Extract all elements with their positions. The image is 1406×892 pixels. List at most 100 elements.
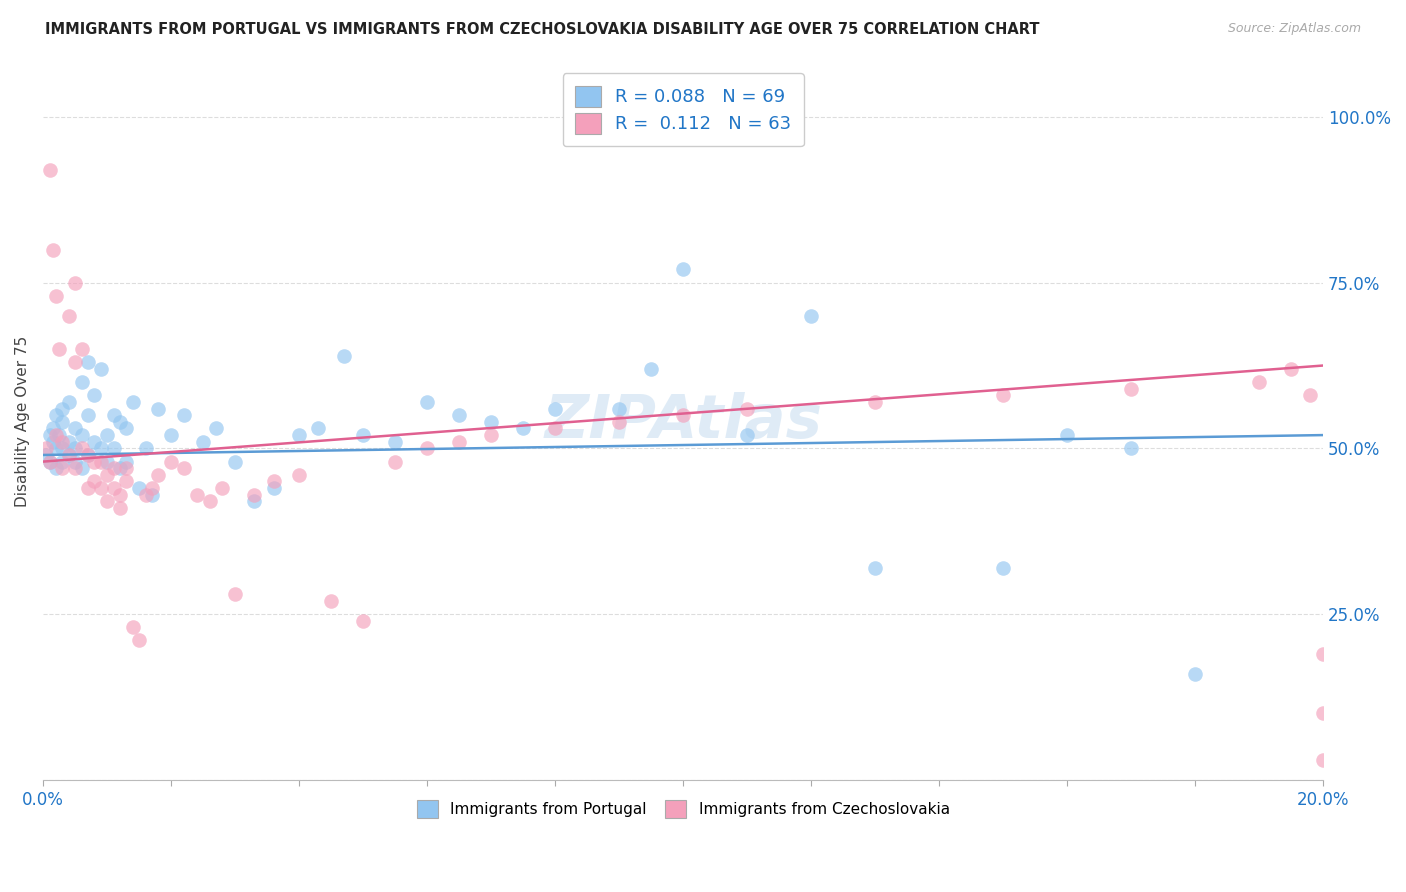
Point	[51, 442, 73, 456]
Point	[51, 415, 73, 429]
Point	[45, 442, 67, 456]
Point	[384, 454, 406, 468]
Point	[38, 428, 60, 442]
Point	[38, 454, 60, 468]
Text: IMMIGRANTS FROM PORTUGAL VS IMMIGRANTS FROM CZECHOSLOVAKIA DISABILITY AGE OVER 7: IMMIGRANTS FROM PORTUGAL VS IMMIGRANTS F…	[45, 22, 1039, 37]
Point	[121, 620, 143, 634]
Point	[45, 461, 67, 475]
Point	[991, 560, 1014, 574]
Point	[863, 395, 886, 409]
Point	[83, 454, 105, 468]
Point	[103, 408, 125, 422]
Point	[211, 481, 233, 495]
Y-axis label: Disability Age Over 75: Disability Age Over 75	[15, 336, 30, 508]
Point	[58, 448, 80, 462]
Point	[70, 428, 93, 442]
Point	[160, 428, 183, 442]
Point	[63, 454, 86, 468]
Point	[352, 428, 374, 442]
Point	[83, 475, 105, 489]
Point	[42, 421, 65, 435]
Point	[77, 408, 100, 422]
Point	[128, 481, 150, 495]
Point	[77, 448, 100, 462]
Point	[51, 461, 73, 475]
Point	[35, 448, 58, 462]
Point	[51, 401, 73, 416]
Point	[672, 262, 695, 277]
Point	[243, 494, 266, 508]
Point	[288, 428, 311, 442]
Point	[141, 488, 163, 502]
Point	[544, 421, 567, 435]
Point	[333, 349, 356, 363]
Point	[173, 408, 195, 422]
Point	[83, 434, 105, 449]
Point	[38, 454, 60, 468]
Point	[607, 415, 630, 429]
Point	[108, 461, 131, 475]
Point	[103, 461, 125, 475]
Point	[1312, 706, 1334, 721]
Point	[48, 342, 70, 356]
Point	[58, 434, 80, 449]
Point	[63, 355, 86, 369]
Point	[148, 467, 170, 482]
Point	[263, 475, 285, 489]
Point	[135, 442, 157, 456]
Point	[1121, 382, 1143, 396]
Point	[352, 614, 374, 628]
Point	[1279, 361, 1302, 376]
Point	[58, 309, 80, 323]
Point	[77, 448, 100, 462]
Point	[1184, 666, 1206, 681]
Text: Source: ZipAtlas.com: Source: ZipAtlas.com	[1227, 22, 1361, 36]
Point	[173, 461, 195, 475]
Point	[45, 289, 67, 303]
Point	[449, 434, 471, 449]
Point	[63, 421, 86, 435]
Point	[243, 488, 266, 502]
Point	[672, 408, 695, 422]
Point	[288, 467, 311, 482]
Point	[103, 481, 125, 495]
Point	[1249, 375, 1271, 389]
Point	[51, 454, 73, 468]
Point	[512, 421, 534, 435]
Point	[51, 434, 73, 449]
Point	[991, 388, 1014, 402]
Point	[224, 587, 246, 601]
Text: ZIPAtlas: ZIPAtlas	[544, 392, 823, 451]
Point	[1299, 388, 1322, 402]
Point	[96, 454, 118, 468]
Point	[1121, 442, 1143, 456]
Point	[115, 454, 138, 468]
Point	[128, 633, 150, 648]
Point	[186, 488, 208, 502]
Point	[735, 428, 758, 442]
Point	[115, 421, 138, 435]
Point	[70, 461, 93, 475]
Point	[63, 276, 86, 290]
Point	[307, 421, 329, 435]
Point	[115, 475, 138, 489]
Point	[479, 428, 502, 442]
Point	[42, 434, 65, 449]
Point	[115, 461, 138, 475]
Point	[449, 408, 471, 422]
Point	[38, 163, 60, 178]
Point	[321, 593, 343, 607]
Point	[1056, 428, 1078, 442]
Point	[263, 481, 285, 495]
Point	[416, 442, 439, 456]
Point	[70, 375, 93, 389]
Point	[160, 454, 183, 468]
Point	[108, 415, 131, 429]
Point	[58, 448, 80, 462]
Point	[148, 401, 170, 416]
Point	[63, 442, 86, 456]
Point	[90, 454, 112, 468]
Point	[735, 401, 758, 416]
Point	[1312, 753, 1334, 767]
Point	[103, 442, 125, 456]
